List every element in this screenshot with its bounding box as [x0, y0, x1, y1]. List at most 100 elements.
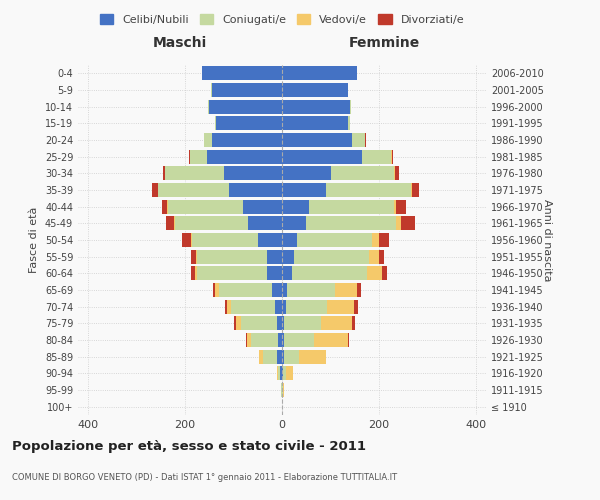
Bar: [190, 150, 207, 164]
Bar: [251, 333, 278, 347]
Bar: [166, 216, 173, 230]
Bar: [241, 316, 277, 330]
Bar: [194, 266, 197, 280]
Bar: [277, 366, 278, 380]
Bar: [309, 200, 394, 214]
Bar: [282, 366, 283, 380]
Bar: [227, 300, 231, 314]
Bar: [306, 216, 396, 230]
Bar: [286, 366, 293, 380]
Bar: [191, 250, 196, 264]
Bar: [284, 316, 321, 330]
Bar: [278, 333, 282, 347]
Bar: [286, 300, 327, 314]
Bar: [158, 183, 229, 197]
Bar: [277, 316, 282, 330]
Bar: [163, 166, 165, 180]
Bar: [243, 200, 282, 214]
Bar: [283, 366, 286, 380]
Bar: [296, 233, 372, 247]
Bar: [352, 133, 365, 147]
Bar: [282, 383, 283, 397]
Bar: [235, 316, 236, 330]
Bar: [282, 133, 352, 147]
Bar: [167, 200, 168, 214]
Bar: [192, 233, 258, 247]
Bar: [202, 66, 282, 80]
Bar: [209, 100, 282, 114]
Bar: [282, 200, 309, 214]
Bar: [282, 100, 350, 114]
Bar: [282, 350, 284, 364]
Bar: [224, 300, 227, 314]
Bar: [282, 66, 357, 80]
Bar: [248, 216, 282, 230]
Bar: [278, 366, 280, 380]
Bar: [247, 333, 251, 347]
Bar: [219, 283, 272, 297]
Bar: [314, 333, 347, 347]
Bar: [326, 183, 411, 197]
Bar: [294, 250, 370, 264]
Y-axis label: Fasce di età: Fasce di età: [29, 207, 39, 273]
Bar: [282, 283, 287, 297]
Bar: [292, 266, 367, 280]
Bar: [212, 83, 282, 97]
Bar: [391, 150, 392, 164]
Bar: [284, 350, 299, 364]
Bar: [173, 216, 175, 230]
Y-axis label: Anni di nascita: Anni di nascita: [542, 198, 552, 281]
Bar: [282, 150, 362, 164]
Bar: [282, 183, 326, 197]
Bar: [272, 283, 282, 297]
Bar: [282, 216, 306, 230]
Bar: [189, 150, 190, 164]
Bar: [367, 266, 382, 280]
Bar: [357, 283, 361, 297]
Bar: [175, 216, 248, 230]
Bar: [196, 250, 197, 264]
Bar: [245, 333, 247, 347]
Bar: [392, 150, 393, 164]
Bar: [347, 116, 350, 130]
Bar: [215, 116, 217, 130]
Bar: [282, 83, 347, 97]
Bar: [280, 366, 282, 380]
Bar: [168, 200, 243, 214]
Bar: [335, 283, 357, 297]
Bar: [197, 266, 268, 280]
Bar: [379, 233, 389, 247]
Bar: [362, 150, 391, 164]
Bar: [162, 200, 167, 214]
Bar: [259, 350, 263, 364]
Text: COMUNE DI BORGO VENETO (PD) - Dati ISTAT 1° gennaio 2011 - Elaborazione TUTTITAL: COMUNE DI BORGO VENETO (PD) - Dati ISTAT…: [12, 473, 397, 482]
Bar: [352, 316, 355, 330]
Bar: [236, 316, 241, 330]
Bar: [394, 200, 396, 214]
Bar: [282, 166, 331, 180]
Bar: [395, 166, 398, 180]
Bar: [331, 166, 394, 180]
Bar: [229, 183, 282, 197]
Bar: [372, 233, 379, 247]
Bar: [282, 116, 347, 130]
Bar: [282, 333, 284, 347]
Bar: [396, 200, 406, 214]
Bar: [231, 300, 275, 314]
Bar: [217, 116, 282, 130]
Bar: [268, 266, 282, 280]
Bar: [166, 166, 224, 180]
Bar: [282, 300, 286, 314]
Bar: [275, 300, 282, 314]
Bar: [182, 233, 191, 247]
Bar: [224, 166, 282, 180]
Bar: [283, 383, 284, 397]
Bar: [204, 133, 212, 147]
Bar: [282, 316, 284, 330]
Bar: [287, 283, 335, 297]
Bar: [284, 333, 314, 347]
Bar: [191, 266, 194, 280]
Text: Maschi: Maschi: [153, 36, 207, 50]
Bar: [207, 150, 282, 164]
Legend: Celibi/Nubili, Coniugati/e, Vedovi/e, Divorziati/e: Celibi/Nubili, Coniugati/e, Vedovi/e, Di…: [97, 10, 467, 28]
